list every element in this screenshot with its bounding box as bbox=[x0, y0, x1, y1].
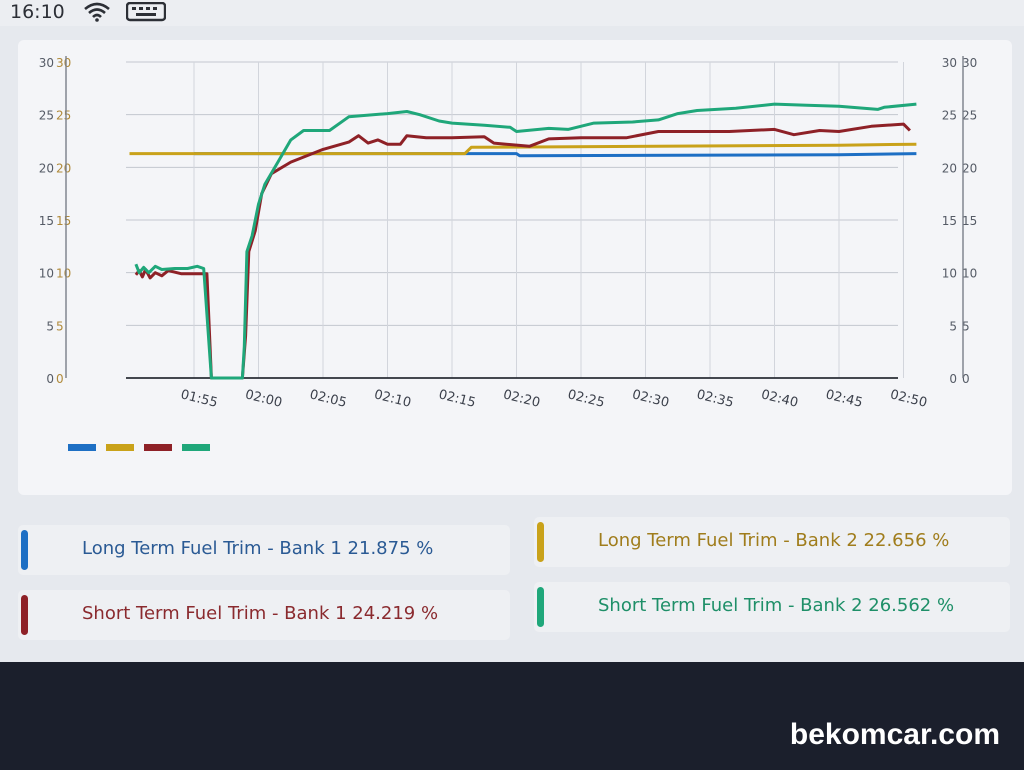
y-tick-label-right-alt: 15 bbox=[962, 214, 977, 228]
x-tick-label: 02:20 bbox=[502, 387, 542, 411]
legend-item-ltft-bank1: Long Term Fuel Trim - Bank 1 21.875 % bbox=[18, 525, 510, 575]
y-tick-label-left: 30 bbox=[39, 56, 54, 70]
keyboard-icon bbox=[126, 2, 166, 22]
legend-swatch-2 bbox=[144, 444, 172, 451]
chart-legend-swatches bbox=[68, 444, 210, 451]
watermark: bekomcar.com bbox=[789, 718, 1000, 751]
legend-item-stft-bank2: Short Term Fuel Trim - Bank 2 26.562 % bbox=[534, 582, 1010, 632]
legend-item-stft-bank1: Short Term Fuel Trim - Bank 1 24.219 % bbox=[18, 590, 510, 640]
y-tick-label-left: 0 bbox=[46, 372, 54, 386]
x-tick-label: 02:10 bbox=[373, 387, 413, 411]
y-tick-label-left: 15 bbox=[39, 214, 54, 228]
legend-label: Short Term Fuel Trim - Bank 2 26.562 % bbox=[598, 595, 955, 616]
y-tick-label-right: 20 bbox=[942, 161, 957, 175]
y-tick-label-right: 0 bbox=[949, 372, 957, 386]
y-tick-label-left-alt: 30 bbox=[56, 56, 71, 70]
y-tick-label-left: 5 bbox=[46, 319, 54, 333]
y-tick-label-right-alt: 0 bbox=[962, 372, 970, 386]
y-tick-label-left-alt: 5 bbox=[56, 319, 64, 333]
y-tick-label-left-alt: 20 bbox=[56, 161, 71, 175]
x-tick-label: 02:25 bbox=[566, 387, 606, 411]
y-tick-label-left-alt: 15 bbox=[56, 214, 71, 228]
x-tick-label: 02:05 bbox=[308, 387, 348, 411]
x-tick-label: 02:30 bbox=[631, 387, 671, 411]
y-tick-label-left: 25 bbox=[39, 109, 54, 123]
y-tick-label-right: 30 bbox=[942, 56, 957, 70]
legend-color-bar bbox=[537, 587, 544, 627]
status-bar: 16:10 bbox=[0, 0, 1024, 26]
series-line-3 bbox=[134, 102, 917, 380]
legend-color-bar bbox=[21, 595, 28, 635]
legend-color-bar bbox=[21, 530, 28, 570]
y-tick-label-left-alt: 10 bbox=[56, 267, 71, 281]
x-tick-label: 02:50 bbox=[889, 387, 929, 411]
legend-label: Long Term Fuel Trim - Bank 1 21.875 % bbox=[82, 538, 434, 559]
y-tick-label-right: 15 bbox=[942, 214, 957, 228]
legend-color-bar bbox=[537, 522, 544, 562]
y-tick-label-left: 20 bbox=[39, 161, 54, 175]
y-tick-label-left-alt: 25 bbox=[56, 109, 71, 123]
legend-label: Short Term Fuel Trim - Bank 1 24.219 % bbox=[82, 603, 439, 624]
chart-series bbox=[129, 102, 917, 380]
chart-card: 0 0 0 0 5 5 5 5 10 10 10 10 15 15 15 15 20 20 20 20 25 25 25 25… bbox=[18, 40, 1012, 495]
y-tick-label-right-alt: 30 bbox=[962, 56, 977, 70]
y-tick-label-right-alt: 10 bbox=[962, 267, 977, 281]
legend-swatch-1 bbox=[106, 444, 134, 451]
chart-grid bbox=[126, 61, 904, 379]
legend-swatch-3 bbox=[182, 444, 210, 451]
y-tick-label-left-alt: 0 bbox=[56, 372, 64, 386]
status-time: 16:10 bbox=[10, 1, 65, 23]
y-tick-label-right: 5 bbox=[949, 319, 957, 333]
wifi-icon bbox=[84, 2, 110, 22]
legend-item-ltft-bank2: Long Term Fuel Trim - Bank 2 22.656 % bbox=[534, 517, 1010, 567]
y-tick-label-right: 25 bbox=[942, 109, 957, 123]
x-tick-label: 02:40 bbox=[760, 387, 800, 411]
y-tick-label-right-alt: 25 bbox=[962, 109, 977, 123]
y-tick-label-right-alt: 5 bbox=[962, 319, 970, 333]
y-tick-label-left: 10 bbox=[39, 267, 54, 281]
x-tick-label: 02:45 bbox=[824, 387, 864, 411]
x-tick-label: 02:15 bbox=[437, 387, 477, 411]
x-tick-label: 01:55 bbox=[179, 387, 219, 411]
x-tick-label: 02:00 bbox=[244, 387, 284, 411]
app-screen: 16:10 0 0 0 0 5 5 5 5 10 10 10 10 15 15 15 15 20 20 20 20 25… bbox=[0, 0, 1024, 662]
y-tick-label-right: 10 bbox=[942, 267, 957, 281]
legend-swatch-0 bbox=[68, 444, 96, 451]
series-line-1 bbox=[129, 142, 917, 156]
y-tick-label-right-alt: 20 bbox=[962, 161, 977, 175]
x-tick-label: 02:35 bbox=[695, 387, 735, 411]
series-line-2 bbox=[134, 122, 911, 380]
legend-label: Long Term Fuel Trim - Bank 2 22.656 % bbox=[598, 530, 950, 551]
bottom-bezel: bekomcar.com bbox=[0, 662, 1024, 770]
